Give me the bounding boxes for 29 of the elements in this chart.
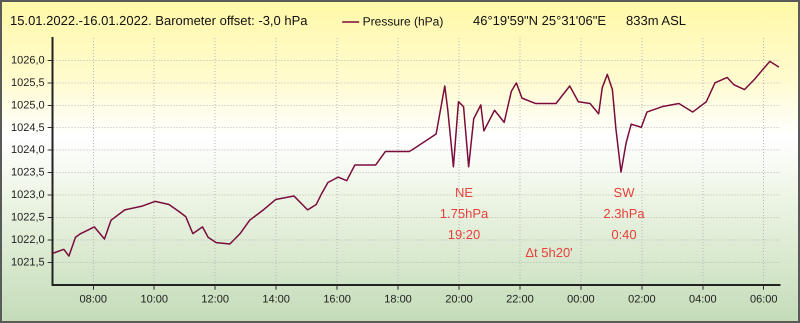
annotation: SW 2.3hPa 0:40 — [603, 184, 645, 244]
y-tick-label: 1025,5 — [10, 76, 45, 89]
text: 833m ASL — [626, 13, 686, 28]
y-tick-label: 1022,0 — [10, 234, 45, 246]
text: 46°19'59"N 25°31'06"E — [473, 13, 606, 28]
x-tick-label: 14:00 — [262, 293, 290, 306]
x-tick-label: 02:00 — [628, 293, 656, 306]
x-tick-label: 04:00 — [689, 293, 717, 306]
x-tick-label: 16:00 — [323, 293, 351, 306]
x-tick-label: 06:00 — [750, 293, 778, 306]
y-tick-label: 1023,5 — [10, 166, 45, 179]
x-tick-label: 20:00 — [445, 293, 473, 306]
y-tick-label: 1024,5 — [10, 122, 45, 134]
y-tick-label: 1026,0 — [10, 54, 45, 66]
annotation: NE 1.75hPa 19:20 — [440, 184, 488, 244]
y-tick-label: 1023,0 — [10, 189, 45, 202]
y-tick-label: 1024,0 — [10, 144, 45, 156]
x-tick-label: 22:00 — [506, 293, 534, 306]
x-tick-label: 10:00 — [140, 293, 168, 306]
y-tick-label: 1022,5 — [10, 212, 45, 224]
x-tick-label: 08:00 — [80, 293, 108, 306]
x-tick-label: 12:00 — [201, 293, 229, 306]
y-tick-label: 1021,5 — [10, 256, 45, 268]
legend-label: Pressure (hPa) — [362, 14, 444, 28]
annotation: Δt 5h20' — [525, 244, 573, 262]
y-tick-label: 1025,0 — [10, 99, 45, 112]
x-tick-label: 18:00 — [384, 293, 412, 306]
x-tick-label: 00:00 — [567, 293, 595, 306]
chart-title: 15.01.2022.-16.01.2022. Barometer offset: -3,0 hPa — [10, 13, 308, 28]
